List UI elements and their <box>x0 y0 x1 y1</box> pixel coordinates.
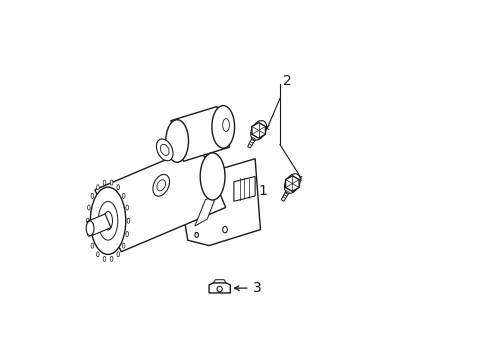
Ellipse shape <box>153 174 169 196</box>
Ellipse shape <box>211 105 234 148</box>
Ellipse shape <box>117 252 119 257</box>
Ellipse shape <box>103 256 105 261</box>
Polygon shape <box>95 145 225 252</box>
Ellipse shape <box>87 205 90 210</box>
Ellipse shape <box>165 120 188 162</box>
Text: 3: 3 <box>252 281 261 295</box>
Ellipse shape <box>125 231 128 237</box>
Polygon shape <box>247 129 260 148</box>
Ellipse shape <box>91 193 94 198</box>
Polygon shape <box>87 214 111 235</box>
Ellipse shape <box>96 252 99 257</box>
Polygon shape <box>281 183 294 201</box>
Ellipse shape <box>86 218 89 223</box>
Polygon shape <box>209 283 230 293</box>
Polygon shape <box>170 107 229 161</box>
Ellipse shape <box>87 231 90 237</box>
Polygon shape <box>233 176 255 201</box>
Ellipse shape <box>250 121 266 140</box>
Polygon shape <box>251 122 265 138</box>
Polygon shape <box>285 176 299 192</box>
Ellipse shape <box>127 218 129 223</box>
Polygon shape <box>184 159 260 246</box>
Ellipse shape <box>110 180 113 185</box>
Ellipse shape <box>122 193 125 198</box>
Ellipse shape <box>284 174 300 193</box>
Text: 2: 2 <box>282 74 291 88</box>
Ellipse shape <box>86 221 94 236</box>
Ellipse shape <box>96 185 99 190</box>
Ellipse shape <box>103 180 105 185</box>
Ellipse shape <box>90 187 125 255</box>
Ellipse shape <box>222 119 229 131</box>
Ellipse shape <box>122 243 125 248</box>
Ellipse shape <box>200 153 224 200</box>
Ellipse shape <box>125 205 128 210</box>
Ellipse shape <box>110 256 113 261</box>
Ellipse shape <box>117 185 119 190</box>
Ellipse shape <box>91 243 94 248</box>
Polygon shape <box>195 196 216 226</box>
Ellipse shape <box>156 139 173 161</box>
Text: 1: 1 <box>258 184 266 198</box>
Polygon shape <box>213 280 225 283</box>
